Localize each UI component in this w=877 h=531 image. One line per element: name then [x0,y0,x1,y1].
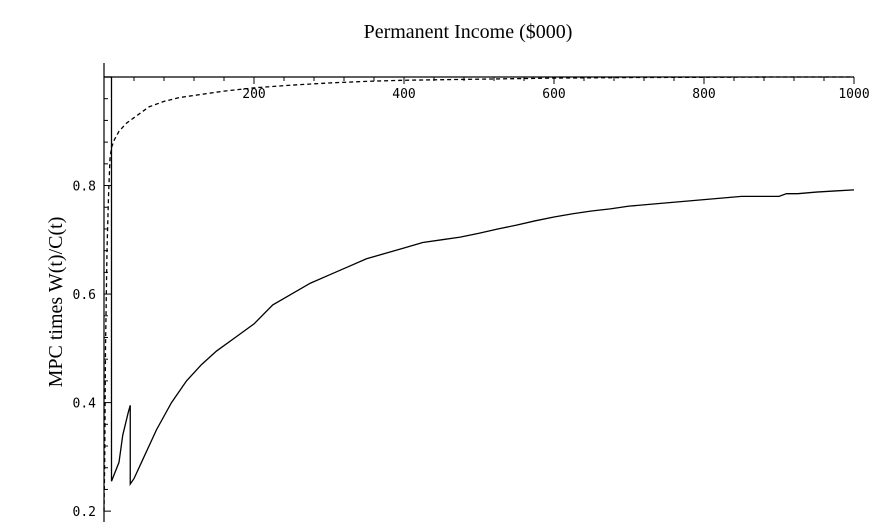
x-tick-label: 1000 [838,87,869,102]
series-group [103,76,855,512]
y-tick-label: 0.6 [73,288,96,303]
y-axis-label: MPC times W(t)/C(t) [45,217,67,388]
series-line-dashed [103,76,854,512]
x-tick-label: 400 [392,87,415,102]
x-tick-label: 600 [542,87,565,102]
x-tick-label: 800 [692,87,715,102]
axes-group [103,63,854,522]
y-tick-label: 0.4 [73,397,97,412]
x-tick-label: 200 [242,87,265,102]
chart-title: Permanent Income ($000) [364,21,573,43]
y-tick-label: 0.2 [73,505,96,520]
series-line-solid [104,76,855,487]
ticks-group: 200 400 600 800 1000 0.2 0.4 0.6 0.8 [73,76,870,520]
y-tick-label: 0.8 [73,180,96,195]
